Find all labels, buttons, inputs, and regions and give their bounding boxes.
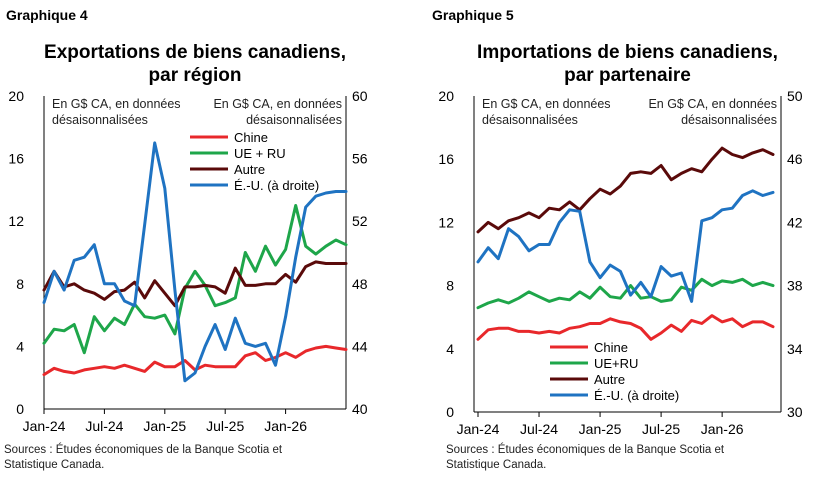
series-line-autre: [42, 260, 348, 308]
y-tick-left: 20: [438, 88, 454, 104]
unit-note-left: désaisonnalisées: [52, 113, 148, 127]
legend-label: Chine: [234, 130, 268, 145]
x-tick-label: Jan-26: [701, 421, 744, 437]
y-tick-right: 50: [787, 88, 803, 104]
x-tick-label: Jul-25: [206, 418, 244, 434]
y-tick-right: 38: [787, 278, 803, 294]
x-tick-label: Jul-24: [520, 421, 558, 437]
series-line--u-droite-: [476, 189, 775, 303]
x-tick-label: Jul-25: [642, 421, 680, 437]
legend-label: Autre: [234, 162, 265, 177]
unit-note-left: En G$ CA, en données: [52, 97, 181, 111]
legend-label: É.-U. (à droite): [234, 178, 319, 193]
legend-label: UE + RU: [234, 146, 286, 161]
x-tick-label: Jan-25: [143, 418, 186, 434]
source-note: Statistique Canada.: [446, 459, 546, 471]
y-tick-left: 0: [446, 404, 454, 420]
x-tick-label: Jan-26: [264, 418, 307, 434]
source-note: Sources : Études économiques de la Banqu…: [446, 443, 725, 456]
series-line--u-droite-: [42, 141, 348, 383]
y-tick-right: 42: [787, 214, 803, 230]
y-tick-right: 52: [352, 213, 368, 229]
legend-label: Autre: [594, 372, 625, 387]
y-tick-left: 16: [8, 151, 24, 167]
y-tick-right: 30: [787, 404, 803, 420]
y-tick-left: 0: [16, 401, 24, 417]
unit-note-right: En G$ CA, en données: [648, 97, 777, 111]
y-tick-left: 4: [446, 341, 454, 357]
chart-title-line: Exportations de biens canadiens,: [44, 42, 346, 63]
y-tick-right: 40: [352, 401, 368, 417]
x-tick-label: Jan-24: [457, 421, 500, 437]
y-tick-right: 60: [352, 88, 368, 104]
chart-5: Graphique 5 Importations de biens canadie…: [432, 7, 803, 471]
chart-label: Graphique 5: [432, 7, 514, 23]
y-tick-right: 46: [787, 151, 803, 167]
x-tick-label: Jan-25: [579, 421, 622, 437]
chart-title-line: Importations de biens canadiens,: [477, 42, 778, 63]
y-tick-right: 48: [352, 276, 368, 292]
unit-note-right: désaisonnalisées: [246, 113, 342, 127]
chart-title-line: par région: [149, 65, 242, 86]
series-line-chine: [476, 314, 775, 341]
y-tick-left: 20: [8, 88, 24, 104]
x-tick-label: Jan-24: [23, 418, 66, 434]
y-tick-left: 12: [8, 213, 24, 229]
series-line-ue-ru: [476, 277, 775, 310]
chart-label: Graphique 4: [6, 7, 88, 23]
y-tick-left: 4: [16, 338, 24, 354]
x-tick-label: Jul-24: [85, 418, 123, 434]
series-line-ue-ru: [42, 204, 348, 355]
legend-label: É.-U. (à droite): [594, 388, 679, 403]
source-note: Statistique Canada.: [4, 459, 104, 471]
unit-note-left: En G$ CA, en données: [482, 97, 611, 111]
unit-note-right: En G$ CA, en données: [213, 97, 342, 111]
y-tick-right: 44: [352, 338, 368, 354]
y-tick-left: 12: [438, 214, 454, 230]
y-tick-right: 56: [352, 151, 368, 167]
source-note: Sources : Études économiques de la Banqu…: [4, 443, 283, 456]
y-tick-left: 16: [438, 151, 454, 167]
series-line-autre: [476, 146, 775, 234]
chart-title-line: par partenaire: [564, 65, 691, 86]
chart-4: Graphique 4 Exportations de biens canadie…: [4, 7, 368, 471]
y-tick-right: 34: [787, 341, 803, 357]
unit-note-left: désaisonnalisées: [482, 113, 578, 127]
unit-note-right: désaisonnalisées: [681, 113, 777, 127]
legend-label: UE+RU: [594, 356, 638, 371]
y-tick-left: 8: [446, 278, 454, 294]
legend-label: Chine: [594, 340, 628, 355]
y-tick-left: 8: [16, 276, 24, 292]
